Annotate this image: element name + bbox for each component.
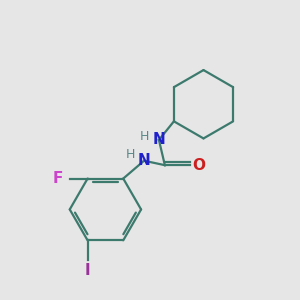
Text: I: I: [85, 262, 90, 278]
Text: O: O: [193, 158, 206, 173]
Text: N: N: [152, 132, 165, 147]
Text: F: F: [53, 171, 63, 186]
Text: H: H: [126, 148, 135, 161]
Text: H: H: [140, 130, 149, 143]
Text: N: N: [138, 153, 150, 168]
